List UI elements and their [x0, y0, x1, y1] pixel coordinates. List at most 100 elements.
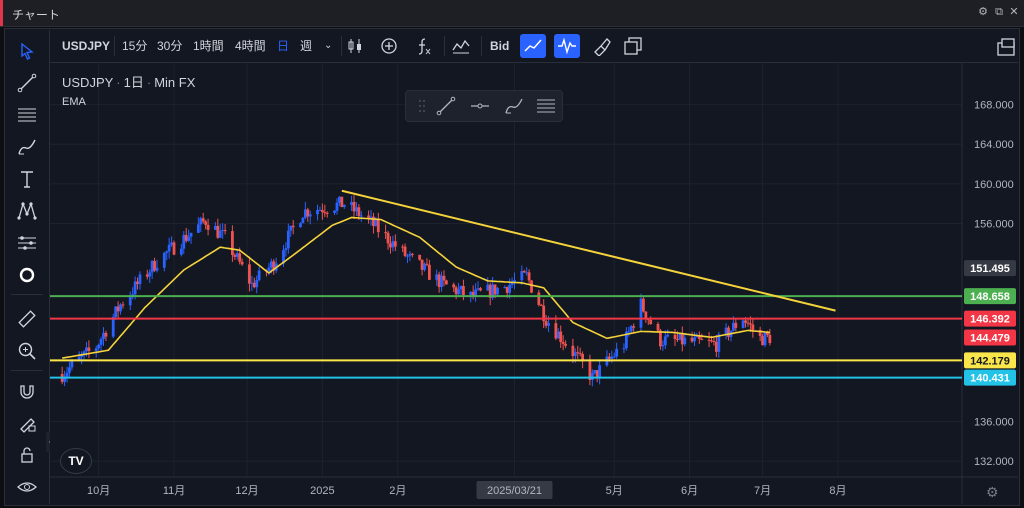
candle-body: [299, 223, 302, 228]
interval-15m[interactable]: 15分: [122, 39, 148, 53]
pattern-tool-icon[interactable]: [13, 198, 41, 224]
candle-body: [376, 219, 380, 233]
line-chart-icon[interactable]: [520, 34, 546, 58]
ruler-icon[interactable]: [13, 306, 41, 332]
horizontal-line-icon[interactable]: [468, 95, 492, 117]
drag-handle-icon[interactable]: [410, 95, 434, 117]
candle-body: [372, 216, 375, 227]
candle-body: [148, 272, 152, 277]
function-icon[interactable]: [410, 34, 436, 58]
interval-4h[interactable]: 4時間: [235, 39, 266, 53]
settings-icon[interactable]: ⚙: [978, 6, 988, 18]
candle-body: [308, 214, 312, 217]
y-tick-label: 136.000: [974, 417, 1014, 429]
forecast-tool-icon[interactable]: [13, 230, 41, 256]
candle-body: [70, 361, 74, 368]
candle-body: [420, 259, 424, 270]
candle-body: [389, 243, 392, 248]
candle-body: [683, 337, 687, 345]
candle-body: [488, 284, 492, 298]
brush-icon[interactable]: [13, 134, 41, 160]
candle-body: [486, 284, 490, 291]
candle-body: [119, 304, 122, 312]
candle-body: [629, 326, 633, 332]
window-titlebar: チャート ⚙ ⧉ ✕: [0, 0, 1024, 27]
candle-body: [642, 298, 645, 312]
candle-body: [561, 342, 565, 344]
x-tick-label: 10月: [87, 485, 110, 497]
popout-icon[interactable]: ⧉: [995, 6, 1003, 18]
cursor-icon[interactable]: [13, 38, 41, 64]
candle-body: [233, 254, 237, 257]
candle-body: [252, 282, 256, 288]
candle-body: [306, 209, 310, 217]
candle-body: [235, 253, 239, 257]
brush-icon[interactable]: [502, 95, 526, 117]
candle-body: [712, 340, 716, 342]
candle-body: [65, 372, 69, 377]
title-accent: [0, 0, 3, 26]
lock-drawing-icon[interactable]: [13, 410, 41, 436]
candle-body: [588, 361, 592, 380]
trendline-tool-icon[interactable]: [13, 70, 41, 96]
trendline-tool-icon[interactable]: [434, 95, 458, 117]
candle-body: [136, 281, 139, 285]
layout-select-icon[interactable]: [992, 35, 1020, 61]
chart-settings-icon[interactable]: ⚙: [986, 484, 999, 500]
candle-body: [425, 263, 429, 265]
candle-body: [471, 291, 475, 297]
unlock-icon[interactable]: [13, 442, 41, 468]
fib-retracement-icon[interactable]: [13, 102, 41, 128]
compare-chart-icon[interactable]: [448, 34, 474, 58]
paint-brush-icon[interactable]: [588, 34, 614, 58]
close-icon[interactable]: ✕: [1009, 6, 1019, 18]
eye-icon[interactable]: [13, 474, 41, 500]
candle-body: [196, 224, 200, 233]
price-type-button[interactable]: Bid: [490, 39, 510, 53]
interval-30m[interactable]: 30分: [157, 39, 183, 53]
x-tick-label: 12月: [235, 485, 258, 497]
add-indicator-icon[interactable]: [376, 34, 402, 58]
price-label-box: [964, 352, 1016, 369]
candle-body: [678, 333, 682, 340]
toolbar-divider: [114, 36, 115, 56]
candle-body: [77, 356, 81, 362]
price-label-box: [964, 369, 1016, 386]
text-tool-icon[interactable]: [13, 166, 41, 192]
chevron-down-icon[interactable]: ⌄: [324, 40, 333, 51]
candle-body: [457, 289, 460, 295]
pulse-chart-icon[interactable]: [554, 34, 580, 58]
price-label-text: 151.495: [970, 263, 1010, 275]
candle-body: [338, 196, 341, 203]
toolbar-divider: [11, 370, 43, 371]
candle-body: [131, 294, 135, 296]
candle-body: [323, 212, 327, 214]
candle-body: [333, 210, 336, 213]
candle-body: [714, 341, 718, 352]
interval-day[interactable]: 日: [277, 39, 290, 53]
candle-body: [663, 336, 667, 346]
interval-week[interactable]: 週: [300, 39, 313, 53]
candle-body: [320, 209, 324, 213]
candle-body: [406, 255, 409, 257]
candle-body: [179, 248, 183, 255]
magnet-icon[interactable]: [13, 378, 41, 404]
candle-body: [291, 225, 295, 228]
price-chart[interactable]: 168.000 164.000 160.000 156.000 136.000 132.0…: [50, 63, 1018, 504]
zoom-in-icon[interactable]: [13, 338, 41, 364]
candle-body: [758, 330, 762, 336]
candle-body: [622, 348, 626, 350]
chart-legend: USDJPY · 1日 · Min FX: [62, 75, 196, 90]
copy-layout-icon[interactable]: [620, 34, 646, 58]
candle-body: [403, 246, 407, 256]
symbol-button[interactable]: USDJPY: [62, 39, 111, 53]
candle-type-icon[interactable]: [342, 34, 368, 58]
price-label-text: 142.179: [970, 355, 1010, 367]
interval-1h[interactable]: 1時間: [193, 39, 224, 53]
candle-body: [206, 224, 210, 230]
fib-retracement-icon[interactable]: [534, 95, 558, 117]
circle-shape-icon[interactable]: [13, 262, 41, 288]
candle-body: [700, 338, 704, 340]
candle-body: [576, 352, 580, 354]
price-label-text: 148.658: [970, 291, 1010, 303]
